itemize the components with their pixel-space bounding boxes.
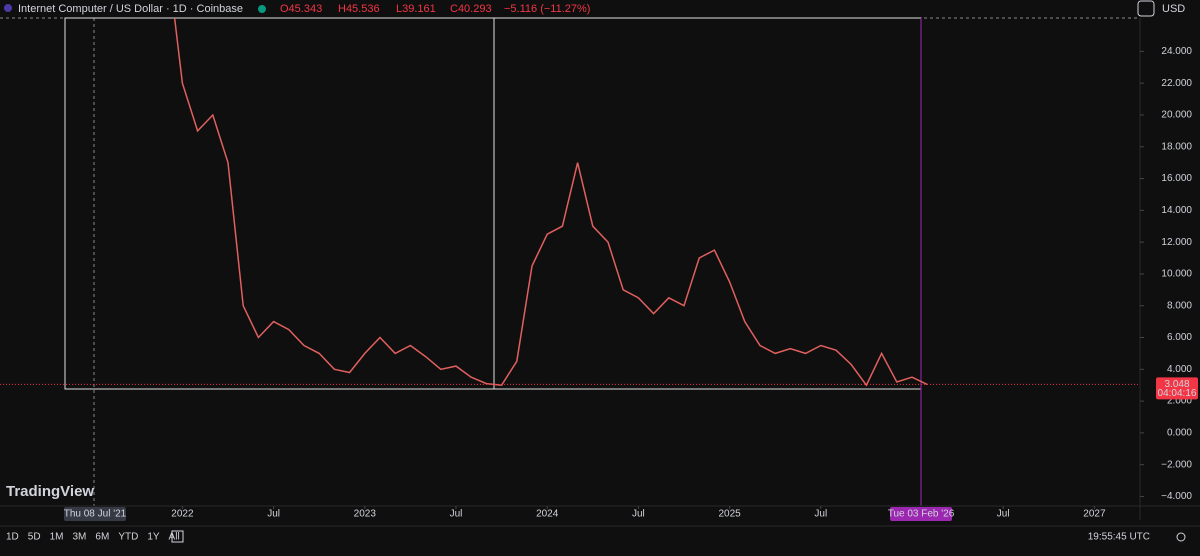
y-tick-label: 0.000: [1167, 428, 1192, 439]
x-tick-label: 2023: [354, 509, 377, 520]
last-price: 3.048: [1164, 379, 1189, 390]
y-tick-label: 6.000: [1167, 332, 1192, 343]
x-tick-label: 2022: [171, 509, 194, 520]
y-tick-label: 4.000: [1167, 364, 1192, 375]
y-tick-label: 14.000: [1161, 205, 1192, 216]
y-tick-label: 8.000: [1167, 300, 1192, 311]
x-tick-label: 2024: [536, 509, 559, 520]
settings-icon[interactable]: [1176, 532, 1186, 542]
price-line: [173, 18, 928, 387]
range-button[interactable]: YTD: [118, 532, 138, 543]
range-button[interactable]: 1Y: [147, 532, 160, 543]
y-tick-label: 22.000: [1161, 78, 1192, 89]
low: L39.161: [396, 3, 436, 15]
y-tick-label: 16.000: [1161, 173, 1192, 184]
range-button[interactable]: All: [169, 532, 180, 543]
countdown: 04:04:16: [1158, 388, 1197, 399]
date-range-icon[interactable]: [171, 530, 184, 543]
x-tick-label: Jul: [450, 509, 463, 520]
x-tick-label: Jul: [814, 509, 827, 520]
crosshair-date: Thu 08 Jul '21: [64, 509, 127, 520]
marker-date: Tue 03 Feb '26: [888, 509, 955, 520]
symbol-title[interactable]: Internet Computer / US Dollar · 1D · Coi…: [18, 3, 243, 15]
crosshair-date-box: [64, 507, 126, 521]
range-button[interactable]: 1D: [6, 532, 19, 543]
y-tick-label: 10.000: [1161, 269, 1192, 280]
status-dot: [258, 5, 266, 13]
y-tick-label: 20.000: [1161, 110, 1192, 121]
range-button[interactable]: 3M: [73, 532, 87, 543]
open: O45.343: [280, 3, 322, 15]
x-tick-label: Jul: [632, 509, 645, 520]
range-button[interactable]: 5D: [28, 532, 41, 543]
range-button[interactable]: 6M: [95, 532, 109, 543]
x-tick-label: Jul: [997, 509, 1010, 520]
y-tick-label: 2.000: [1167, 396, 1192, 407]
currency[interactable]: USD: [1162, 3, 1185, 15]
y-tick-label: 12.000: [1161, 237, 1192, 248]
change: −5.116 (−11.27%): [504, 3, 590, 15]
symbol-icon: [4, 4, 12, 12]
y-tick-label: −4.000: [1161, 491, 1192, 502]
y-tick-label: −2.000: [1161, 459, 1192, 470]
y-tick-label: 24.000: [1161, 46, 1192, 57]
close: C40.293: [450, 3, 492, 15]
brand: TradingView: [6, 483, 94, 500]
clock: 19:55:45 UTC: [1088, 532, 1150, 543]
last-price-box: [1156, 377, 1198, 400]
y-tick-label: 18.000: [1161, 141, 1192, 152]
scale-button[interactable]: [1137, 0, 1155, 17]
range-button[interactable]: 1M: [50, 532, 64, 543]
x-tick-label: Jul: [267, 509, 280, 520]
x-tick-label: 2025: [718, 509, 741, 520]
high: H45.536: [338, 3, 380, 15]
x-tick-label: 2027: [1083, 509, 1106, 520]
marker-date-box: [890, 507, 952, 521]
